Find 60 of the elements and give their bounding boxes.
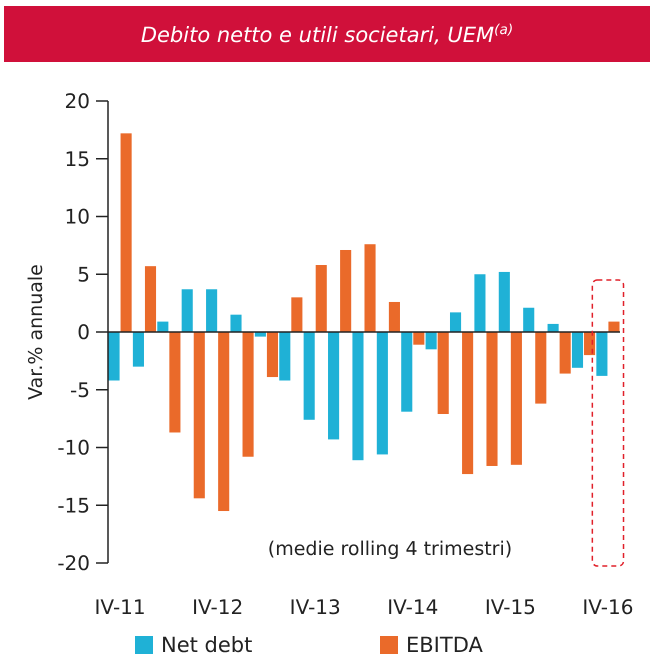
x-tick-label: IV-15 bbox=[484, 595, 536, 619]
bar bbox=[206, 289, 218, 332]
bar bbox=[510, 332, 522, 465]
bar bbox=[157, 322, 168, 332]
y-tick-label: -15 bbox=[57, 493, 90, 518]
bar bbox=[474, 274, 486, 332]
bar bbox=[279, 332, 290, 381]
chart-title: Debito netto e utili societari, UEM$^{(a)}$ bbox=[140, 22, 514, 47]
bar bbox=[291, 297, 302, 332]
bar bbox=[316, 265, 327, 332]
bar bbox=[242, 332, 254, 457]
y-tick-label: 15 bbox=[64, 146, 90, 171]
bar bbox=[596, 332, 608, 376]
x-tick-label: IV-14 bbox=[387, 595, 438, 619]
bar bbox=[608, 322, 620, 332]
bar bbox=[535, 332, 546, 404]
bar bbox=[548, 324, 559, 332]
bar bbox=[413, 332, 424, 345]
bar bbox=[376, 332, 388, 454]
bar bbox=[364, 244, 376, 332]
bar bbox=[572, 332, 584, 368]
bar bbox=[498, 272, 510, 332]
y-tick-label: -10 bbox=[57, 436, 90, 460]
y-tick-label: 10 bbox=[64, 204, 90, 228]
x-tick-label: IV-16 bbox=[582, 595, 634, 619]
legend-label: Net debt bbox=[161, 633, 252, 657]
x-tick-label: IV-12 bbox=[192, 595, 244, 619]
y-tick-label: -20 bbox=[57, 551, 90, 575]
bar bbox=[450, 312, 462, 332]
y-tick-label: 20 bbox=[64, 89, 90, 113]
x-tick-label: IV-11 bbox=[94, 595, 146, 619]
bar bbox=[218, 332, 230, 512]
bar bbox=[401, 332, 412, 412]
bar bbox=[352, 332, 364, 460]
bar bbox=[523, 308, 534, 332]
y-tick-label: -5 bbox=[70, 378, 90, 402]
bar bbox=[328, 332, 340, 440]
bar bbox=[388, 302, 400, 332]
bar bbox=[194, 332, 205, 498]
bar bbox=[340, 250, 352, 332]
bar bbox=[438, 332, 449, 414]
bar bbox=[108, 332, 120, 381]
bar bbox=[230, 314, 242, 332]
bar bbox=[426, 332, 437, 350]
bar bbox=[304, 332, 315, 420]
bar bbox=[169, 332, 180, 432]
annotation: (medie rolling 4 trimestri) bbox=[268, 538, 512, 560]
bar bbox=[266, 332, 278, 378]
bar bbox=[462, 332, 474, 474]
x-tick-label: IV-13 bbox=[290, 595, 341, 619]
bar bbox=[560, 332, 571, 374]
y-tick-label: 0 bbox=[77, 320, 90, 344]
bar bbox=[144, 266, 156, 332]
legend-label: EBITDA bbox=[406, 633, 484, 657]
bar bbox=[120, 133, 132, 332]
bar bbox=[182, 289, 193, 332]
bar bbox=[486, 332, 498, 466]
y-axis-title: Var.% annuale bbox=[25, 264, 47, 400]
y-tick-label: 5 bbox=[77, 262, 90, 286]
bar bbox=[132, 332, 144, 367]
